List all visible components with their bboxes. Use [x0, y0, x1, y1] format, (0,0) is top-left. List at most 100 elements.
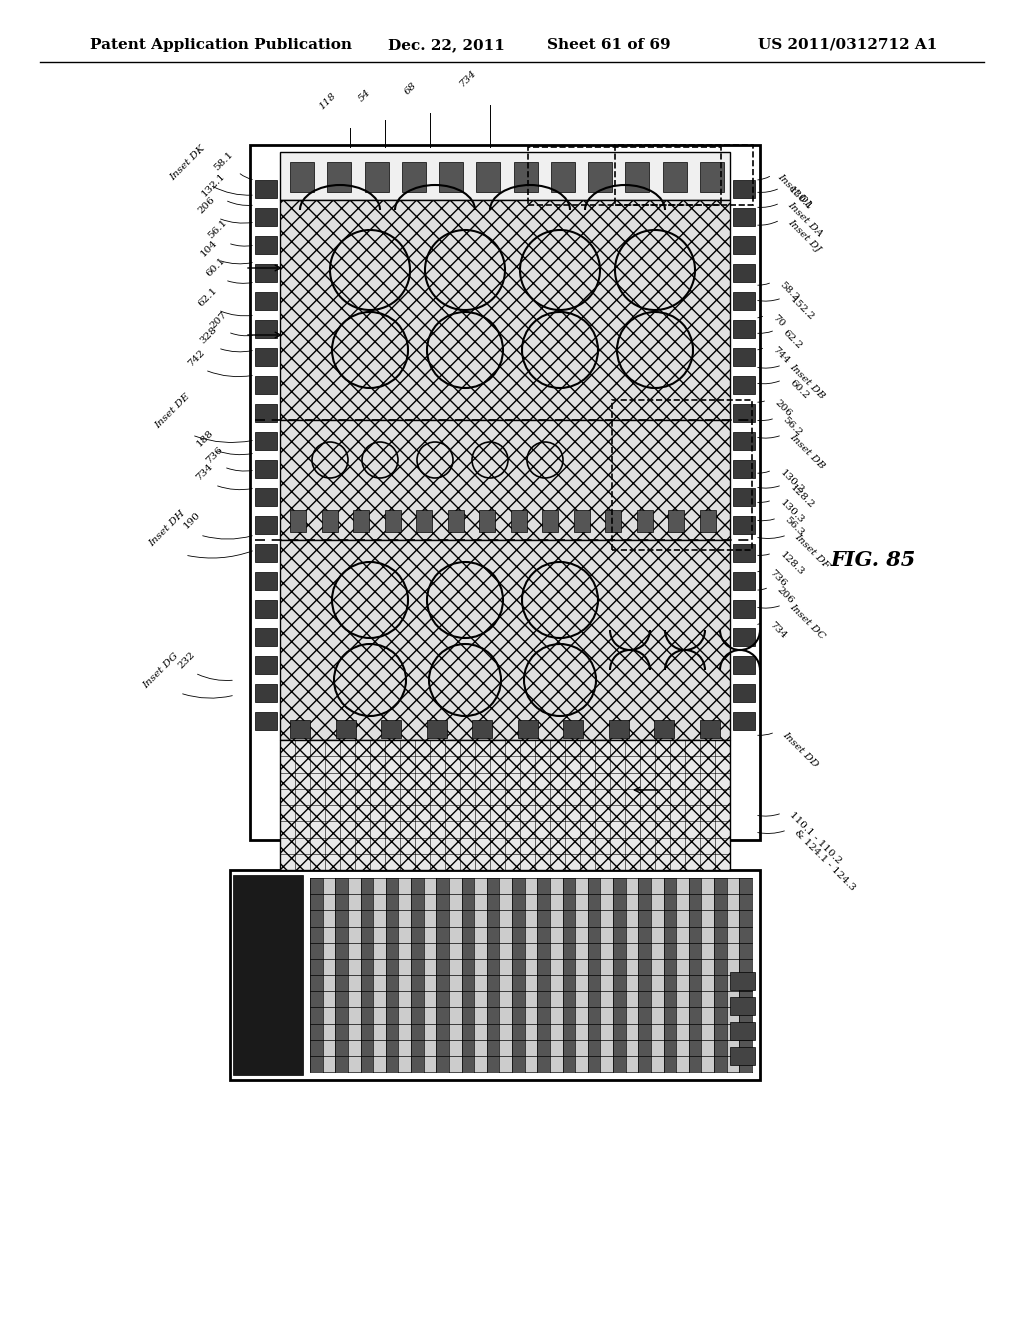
Bar	[588, 878, 600, 1072]
Bar	[373, 878, 386, 1072]
Bar	[255, 180, 278, 198]
Text: 60.1: 60.1	[204, 255, 227, 279]
Text: 734: 734	[768, 620, 788, 640]
Bar	[436, 878, 449, 1072]
Bar	[563, 719, 584, 738]
Bar	[255, 236, 278, 253]
Bar	[255, 656, 278, 675]
Bar	[733, 628, 755, 645]
Bar	[323, 878, 335, 1072]
Text: 206: 206	[197, 194, 217, 215]
Bar	[255, 404, 278, 422]
Bar	[638, 878, 651, 1072]
Bar	[562, 878, 575, 1072]
Bar	[255, 459, 278, 478]
Bar	[730, 972, 755, 990]
Bar	[255, 264, 278, 282]
Text: Inset DD: Inset DD	[781, 730, 820, 770]
Text: Inset DB: Inset DB	[788, 432, 826, 471]
Bar	[386, 878, 398, 1072]
Text: 54: 54	[357, 87, 373, 103]
Bar	[730, 997, 755, 1015]
Text: 58.1: 58.1	[212, 149, 234, 172]
Bar	[689, 878, 701, 1072]
Text: 118: 118	[317, 91, 338, 111]
Bar	[439, 162, 463, 191]
Bar	[733, 516, 755, 535]
Bar	[730, 1047, 755, 1065]
Bar	[462, 878, 474, 1072]
Bar	[600, 878, 613, 1072]
Text: 62.2: 62.2	[781, 327, 804, 351]
Bar	[255, 628, 278, 645]
Bar	[447, 510, 464, 532]
Bar	[280, 741, 730, 870]
Bar	[424, 878, 436, 1072]
Bar	[255, 516, 278, 535]
Bar	[575, 878, 588, 1072]
Bar	[381, 719, 401, 738]
Bar	[348, 878, 360, 1072]
Bar	[255, 684, 278, 702]
Bar	[733, 292, 755, 310]
Bar	[733, 488, 755, 506]
Bar	[651, 878, 664, 1072]
Bar	[449, 878, 462, 1072]
Bar	[626, 162, 649, 191]
Text: 56.2: 56.2	[781, 414, 804, 438]
Text: US 2011/0312712 A1: US 2011/0312712 A1	[758, 38, 937, 51]
Text: 734: 734	[195, 462, 215, 482]
Bar	[255, 348, 278, 366]
Text: 58.2: 58.2	[778, 280, 801, 302]
Text: 68: 68	[402, 81, 418, 96]
Bar	[613, 878, 626, 1072]
Bar	[255, 601, 278, 618]
Text: 328: 328	[199, 325, 219, 345]
Bar	[511, 510, 526, 532]
Bar	[255, 572, 278, 590]
Bar	[280, 540, 730, 741]
Bar	[588, 162, 612, 191]
Text: Inset DG: Inset DG	[141, 651, 180, 690]
Text: 110.1 - 110.2: 110.1 - 110.2	[788, 810, 844, 866]
Bar	[360, 878, 373, 1072]
Bar	[398, 878, 411, 1072]
Bar	[733, 572, 755, 590]
Bar	[733, 180, 755, 198]
Text: 128.2: 128.2	[788, 483, 815, 511]
Bar	[290, 719, 310, 738]
Bar	[280, 420, 730, 540]
Text: Inset DB: Inset DB	[788, 362, 826, 401]
Bar	[512, 878, 524, 1072]
Bar	[290, 510, 306, 532]
Bar	[669, 510, 684, 532]
Text: Inset DJ: Inset DJ	[786, 218, 822, 255]
Bar	[733, 432, 755, 450]
Bar	[518, 719, 538, 738]
Bar	[335, 878, 348, 1072]
Bar	[676, 878, 689, 1072]
Bar	[527, 147, 721, 205]
Text: 130.1: 130.1	[786, 185, 813, 213]
Bar	[250, 145, 760, 840]
Bar	[637, 510, 653, 532]
Bar	[353, 510, 369, 532]
Bar	[476, 162, 501, 191]
Text: 206: 206	[773, 399, 794, 418]
Text: 232: 232	[176, 649, 197, 671]
Bar	[401, 162, 426, 191]
Bar	[605, 510, 622, 532]
Bar	[612, 400, 752, 550]
Text: Inset DH: Inset DH	[147, 508, 187, 548]
Bar	[290, 162, 314, 191]
Bar	[733, 236, 755, 253]
Text: & 124.1 - 124.3: & 124.1 - 124.3	[793, 828, 857, 892]
Text: 742: 742	[186, 347, 207, 368]
Text: 206: 206	[775, 585, 796, 606]
Bar	[411, 878, 424, 1072]
Bar	[500, 878, 512, 1072]
Bar	[479, 510, 496, 532]
Bar	[230, 870, 760, 1080]
Bar	[733, 348, 755, 366]
Text: 128.3: 128.3	[778, 550, 806, 577]
